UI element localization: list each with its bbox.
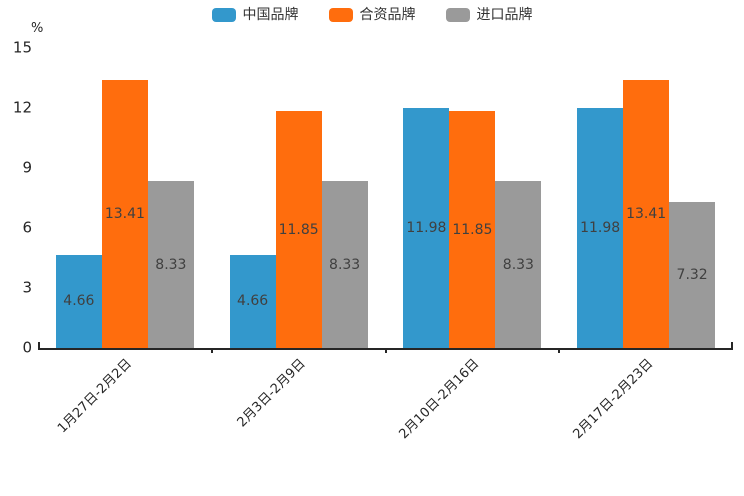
bar-value-label: 4.66: [237, 293, 269, 310]
bar-series-0-cat-0[interactable]: 4.66: [55, 254, 102, 348]
legend-item-label: 中国品牌: [242, 7, 299, 23]
bar-series-2-cat-0[interactable]: 8.33: [147, 181, 194, 348]
plot-area: 4.66 13.41 8.33 4.66 11.85 8.33 11.98 11.85 8.33…: [38, 48, 733, 353]
bar-group-2: 11.98 11.85 8.33: [386, 48, 560, 348]
y-tick-label: 9: [22, 158, 32, 177]
legend-swatch: [445, 8, 470, 22]
x-axis-left-endcap: [38, 342, 40, 350]
bar-value-label: 11.98: [406, 220, 447, 237]
x-axis-tick: [210, 348, 213, 353]
bar-value-label: 11.85: [452, 221, 493, 238]
y-tick-label: 15: [12, 38, 32, 57]
bar-group-3: 11.98 13.41 7.32: [559, 48, 733, 348]
legend-item-series-0[interactable]: 中国品牌: [211, 7, 299, 23]
bar-group-0: 4.66 13.41 8.33: [38, 48, 212, 348]
x-tick-label: 2月17日-2月23日: [570, 356, 657, 443]
x-axis-right-endcap: [731, 342, 733, 350]
y-axis-unit-label: %: [31, 21, 44, 36]
bar-value-label: 8.33: [502, 256, 534, 273]
bar-series-0-cat-3[interactable]: 11.98: [577, 108, 624, 348]
legend-swatch: [211, 8, 236, 22]
bar-value-label: 7.32: [676, 266, 708, 283]
bar-value-label: 11.85: [278, 221, 319, 238]
legend-item-label: 合资品牌: [359, 7, 416, 23]
x-axis-labels: 1月27日-2月2日 2月3日-2月9日 2月10日-2月16日 2月17日-2月23…: [38, 348, 733, 496]
bar-series-2-cat-3[interactable]: 7.32: [669, 201, 716, 348]
legend-swatch: [328, 8, 353, 22]
x-tick-label: 2月3日-2月9日: [234, 356, 309, 431]
bar-group-1: 4.66 11.85 8.33: [212, 48, 386, 348]
bar-series-0-cat-2[interactable]: 11.98: [403, 108, 450, 348]
bar-value-label: 13.41: [104, 205, 145, 222]
legend-item-label: 进口品牌: [476, 7, 533, 23]
x-tick-label: 2月10日-2月16日: [396, 356, 483, 443]
y-tick-label: 12: [12, 98, 32, 117]
x-axis-tick: [384, 348, 387, 353]
x-axis-tick: [558, 348, 561, 353]
bar-value-label: 4.66: [63, 293, 95, 310]
y-tick-label: 0: [22, 338, 32, 357]
bar-series-2-cat-1[interactable]: 8.33: [321, 181, 368, 348]
y-tick-label: 6: [22, 218, 32, 237]
bar-value-label: 11.98: [580, 220, 621, 237]
bar-series-1-cat-3[interactable]: 13.41: [623, 79, 670, 348]
bar-value-label: 8.33: [329, 256, 361, 273]
y-tick-label: 3: [22, 278, 32, 297]
bar-series-0-cat-1[interactable]: 4.66: [229, 254, 276, 348]
bar-series-1-cat-1[interactable]: 11.85: [275, 111, 322, 348]
legend-item-series-1[interactable]: 合资品牌: [328, 7, 416, 23]
bar-series-1-cat-0[interactable]: 13.41: [101, 79, 148, 348]
y-axis: 0 3 6 9 12 15: [0, 40, 32, 355]
bar-series-2-cat-2[interactable]: 8.33: [495, 181, 542, 348]
bar-value-label: 13.41: [626, 205, 667, 222]
legend-item-series-2[interactable]: 进口品牌: [445, 7, 533, 23]
x-tick-label: 1月27日-2月2日: [54, 356, 135, 437]
bar-value-label: 8.33: [155, 256, 187, 273]
bar-series-1-cat-2[interactable]: 11.85: [449, 111, 496, 348]
legend: 中国品牌 合资品牌 进口品牌: [0, 8, 744, 22]
